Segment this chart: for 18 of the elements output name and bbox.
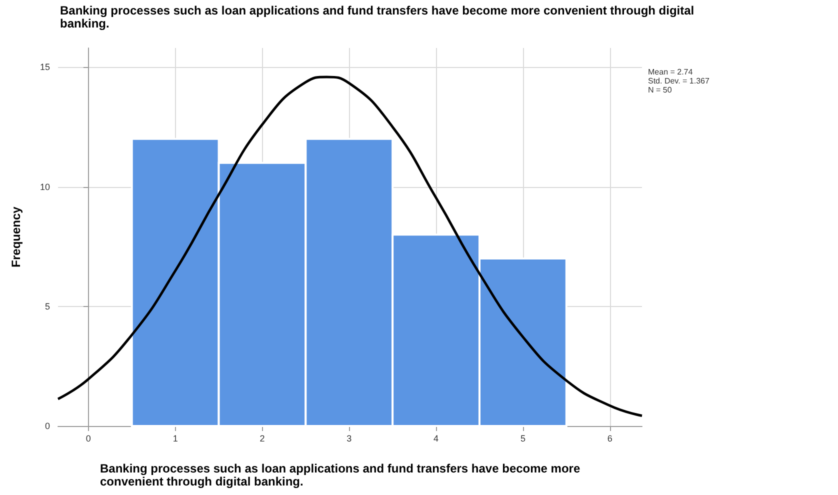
x-tick-label: 4 [434,434,439,444]
y-axis-title: Frequency [9,206,23,268]
y-tick-label: 15 [40,62,50,72]
x-tick-label: 1 [172,434,178,444]
y-tick-label: 10 [40,182,50,192]
text: Std. Dev. = 1.367 [648,76,710,86]
text: N = 50 [648,86,672,94]
y-tick-label: 5 [44,301,50,312]
text: Mean = 2.74 [648,68,694,76]
chart-title: Banking processes such as loan applications and fund transfers have become more convenient through digital banking. [60,4,698,30]
x-tick-label: 5 [520,434,526,444]
x-tick-label: 6 [607,434,612,444]
x-axis-title: Banking processes such as loan applications and fund transfers have become more convenient through digital banking. [100,462,584,488]
line-series [56,76,644,417]
x-tick-label: 2 [260,434,265,444]
x-tick-label: 3 [346,434,352,444]
x-tick-label: 0 [86,434,91,444]
y-tick-label: 0 [44,421,50,431]
